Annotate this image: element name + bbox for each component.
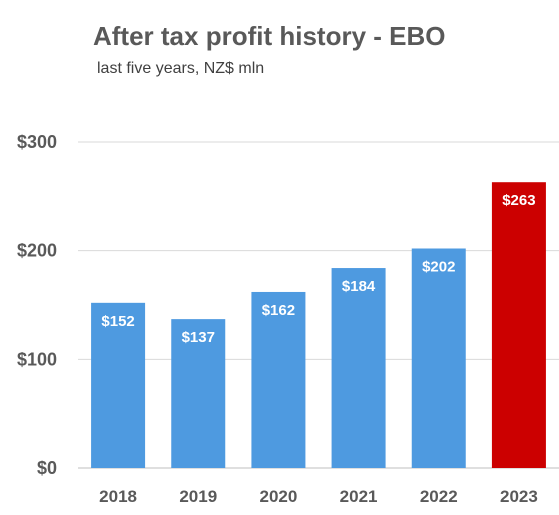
- bar-2021: [331, 268, 386, 468]
- bars: [91, 182, 546, 468]
- y-tick-label: $100: [17, 349, 57, 369]
- data-label: $184: [342, 278, 376, 295]
- data-label: $263: [502, 192, 535, 209]
- y-tick-label: $200: [17, 241, 57, 261]
- data-label: $152: [101, 313, 134, 330]
- y-tick-label: $300: [17, 132, 57, 152]
- gridlines: [78, 141, 559, 469]
- x-tick-label: 2022: [420, 487, 458, 506]
- bar-2022: [411, 248, 466, 468]
- data-label: $162: [262, 302, 295, 319]
- chart-subtitle: last five years, NZ$ mln: [97, 60, 265, 77]
- x-tick-label: 2020: [260, 487, 298, 506]
- bar-2023: [491, 182, 546, 468]
- x-tick-label: 2019: [179, 487, 217, 506]
- chart-title: After tax profit history - EBO: [93, 21, 446, 51]
- data-labels: $152 $137 $162 $184 $202 $263: [101, 192, 535, 346]
- data-label: $202: [422, 258, 455, 275]
- x-tick-label: 2023: [500, 487, 538, 506]
- bar-2018: [91, 302, 146, 468]
- bar-2019: [171, 319, 226, 468]
- y-axis: $0 $100 $200 $300: [17, 132, 57, 478]
- bar-2020: [251, 291, 306, 468]
- y-tick-label: $0: [37, 458, 57, 478]
- x-axis: 2018 2019 2020 2021 2022 2023: [99, 487, 538, 506]
- x-tick-label: 2021: [340, 487, 378, 506]
- x-tick-label: 2018: [99, 487, 137, 506]
- data-label: $137: [182, 329, 215, 346]
